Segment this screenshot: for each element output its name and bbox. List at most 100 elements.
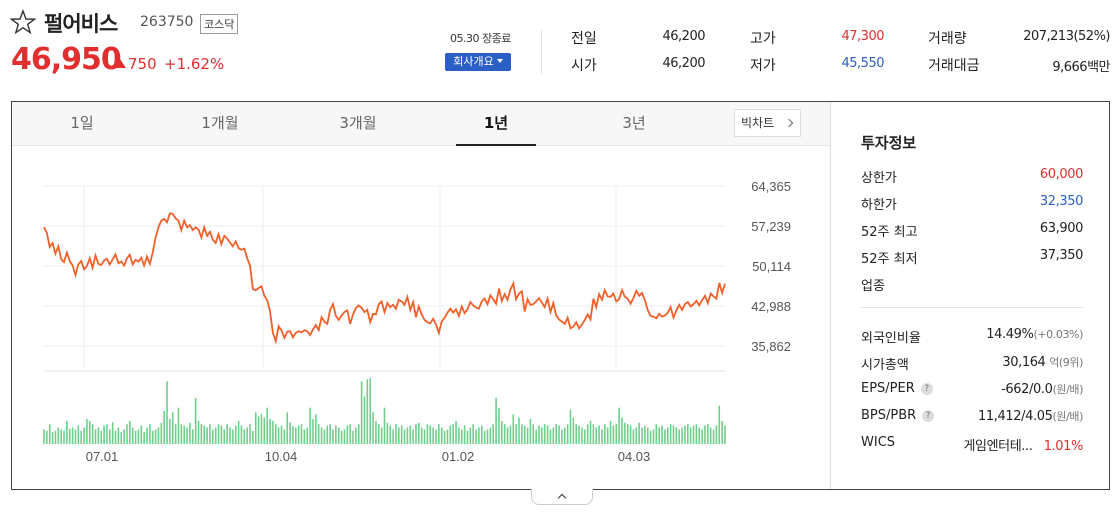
volume-bar [400,425,403,444]
bigchart-button[interactable]: 빅차트 [734,109,801,137]
volume-bar [154,429,157,444]
volume-bar [589,420,592,444]
market-cap-value: 30,164 [1002,355,1046,370]
volume-value: 207,213(52%) [1023,29,1110,44]
volume-bar [446,429,449,444]
y-tick-label: 50,114 [752,259,791,274]
volume-bar [377,424,380,444]
x-tick-label: 04.03 [618,449,651,464]
volume-bar [97,427,100,444]
amount-label: 거래대금 [928,58,980,74]
volume-bar [709,427,712,444]
volume-bar [171,412,174,444]
tab-3years[interactable]: 3년 [622,114,646,132]
volume-bar [549,429,552,444]
volume-bar [232,429,234,444]
volume-bar [646,427,649,444]
volume-bar [426,424,429,444]
eps-per-row: EPS/PER? -662/0.0(원/배) [861,381,1083,401]
volume-bar [109,429,111,444]
volume-bar [349,424,351,444]
amount-value: 9,666백만 [1052,60,1110,75]
volume-bar [609,420,612,444]
volume-bar [398,427,400,444]
volume-bar [698,427,701,444]
volume-bar [217,424,220,444]
volume-bar [512,414,515,444]
volume-bar [343,429,346,444]
volume-bar [277,427,280,444]
open-label: 시가 [571,58,597,74]
volume-bar [678,429,681,444]
price-change-value: 750 [128,55,157,73]
volume-bar [63,430,65,444]
volume-bar [498,407,500,444]
volume-bar [621,417,623,444]
volume-bar [357,424,360,444]
volume-bar [535,429,537,444]
chevron-right-icon [784,118,794,128]
volume-bar [126,424,128,444]
volume-bar [66,420,68,444]
volume-bar [312,418,314,444]
volume-bar [684,425,686,444]
help-icon[interactable]: ? [922,410,935,422]
price-chart[interactable]: 64,365 57,239 50,114 42,988 35,862 07.01 10.0… [12,146,830,489]
volume-bar [420,427,423,444]
volume-bar [438,424,440,444]
volume-bar [635,427,638,444]
volume-bar [106,424,108,444]
volume-bar [578,425,580,444]
tab-1month[interactable]: 1개월 [201,114,239,132]
volume-bar [561,429,563,444]
volume-bar [403,429,406,444]
tab-1year[interactable]: 1년 [456,102,536,146]
volume-bar [191,429,194,444]
industry-label: 업종 [861,279,885,294]
volume-bar [721,420,723,444]
collapse-button[interactable] [531,489,593,505]
volume-bar [669,424,672,444]
up-triangle-icon [114,59,126,68]
volume-bar [638,422,640,444]
volume-bar [240,425,243,444]
volume-bar [718,405,721,444]
tab-1day[interactable]: 1일 [70,114,94,132]
volume-bar [489,427,492,444]
bps-pbr-label: BPS/PBR [861,408,917,423]
volume-bar [157,427,160,444]
volume-bar [521,424,523,444]
star-outline-icon[interactable] [10,9,36,35]
volume-bar [103,425,105,444]
volume-bar [592,424,595,444]
period-tabs: 1일 1개월 3개월 1년 3년 빅차트 [12,102,830,146]
volume-bar [386,422,389,444]
volume-bar [555,424,557,444]
foreign-ratio-row: 외국인비율 14.49%(+0.03%) [861,327,1083,347]
volume-bar [57,427,60,444]
wics-value[interactable]: 게임엔터테... [963,439,1033,454]
volume-bar [100,430,103,444]
volume-bar [329,424,331,444]
market-cap-unit: 억(9위) [1049,356,1083,369]
volume-bar [389,425,392,444]
volume-bar [532,424,535,444]
volume-bar [707,424,709,444]
wics-row: WICS 게임엔터테... 1.01% [861,435,1083,455]
volume-bar [303,429,306,444]
help-icon[interactable]: ? [920,383,933,395]
volume-bar [280,425,283,444]
volume-bar [406,427,409,444]
volume-bar [283,429,286,444]
volume-bar [263,417,266,444]
volume-bar [160,422,163,444]
volume-bar [429,425,432,444]
volume-bar [475,429,477,444]
volume-bar [432,427,434,444]
volume-bar [80,430,82,444]
eps-per-value: -662/0.0 [1001,382,1053,397]
market-status: 05.30 장종료 [450,32,511,45]
tab-3months[interactable]: 3개월 [339,114,377,132]
company-overview-button[interactable]: 회사개요 [445,53,511,71]
volume-bar [509,425,512,444]
